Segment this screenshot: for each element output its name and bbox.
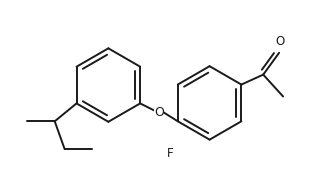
Text: O: O (276, 35, 285, 48)
Text: F: F (166, 147, 173, 160)
Text: O: O (154, 106, 164, 119)
